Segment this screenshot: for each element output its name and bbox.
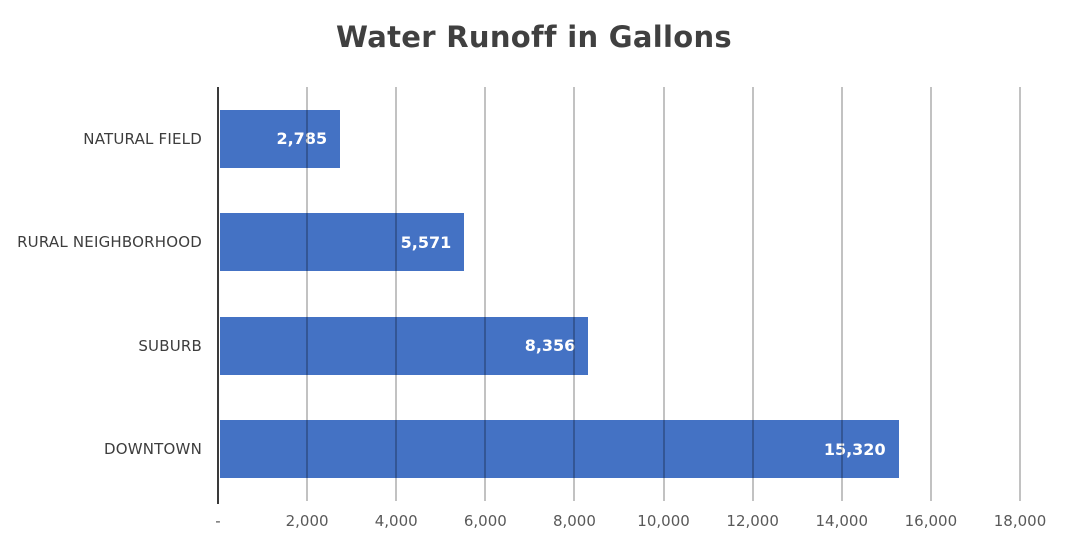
- x-tick-label: 2,000: [285, 512, 329, 530]
- category-label-suburb: SUBURB: [138, 336, 202, 355]
- x-tick-label: -: [215, 512, 221, 530]
- category-label-downtown: DOWNTOWN: [103, 440, 202, 459]
- bar-value-label: 2,785: [276, 129, 328, 149]
- major-gridline: [1019, 87, 1021, 501]
- bar-rural-neighborhood: 5,571: [218, 211, 467, 274]
- bar-natural-field: 2,785: [218, 107, 343, 170]
- major-gridline: [306, 87, 309, 501]
- major-gridline: [662, 87, 665, 501]
- major-gridline: [484, 87, 487, 501]
- bar-value-label: 8,356: [524, 336, 576, 356]
- bar-suburb: 8,356: [218, 314, 591, 377]
- bar-downtown: 15,320: [218, 418, 901, 481]
- major-gridline: [929, 87, 932, 501]
- major-gridline: [751, 87, 754, 501]
- chart-title: Water Runoff in Gallons: [336, 20, 732, 54]
- bar-value-label: 5,571: [400, 232, 452, 252]
- x-tick-label: 10,000: [637, 512, 690, 530]
- x-tick-label: 4,000: [374, 512, 418, 530]
- x-tick-label: 8,000: [552, 512, 596, 530]
- vertical-axis-line: [217, 87, 219, 504]
- major-gridline: [573, 87, 576, 501]
- category-label-rural-neighborhood: RURAL NEIGHBORHOOD: [17, 233, 202, 252]
- major-gridline: [840, 87, 843, 501]
- x-tick-label: 14,000: [815, 512, 869, 530]
- major-gridline: [395, 87, 398, 501]
- x-tick-label: 12,000: [726, 512, 779, 530]
- x-tick-label: 16,000: [904, 512, 958, 530]
- category-label-natural-field: NATURAL FIELD: [83, 129, 202, 148]
- plot-area: 2,785 5,571 8,356 15,320: [217, 87, 1021, 504]
- x-tick-label: 6,000: [463, 512, 507, 530]
- bar-value-label: 15,320: [823, 439, 886, 459]
- x-tick-label: 18,000: [993, 512, 1047, 530]
